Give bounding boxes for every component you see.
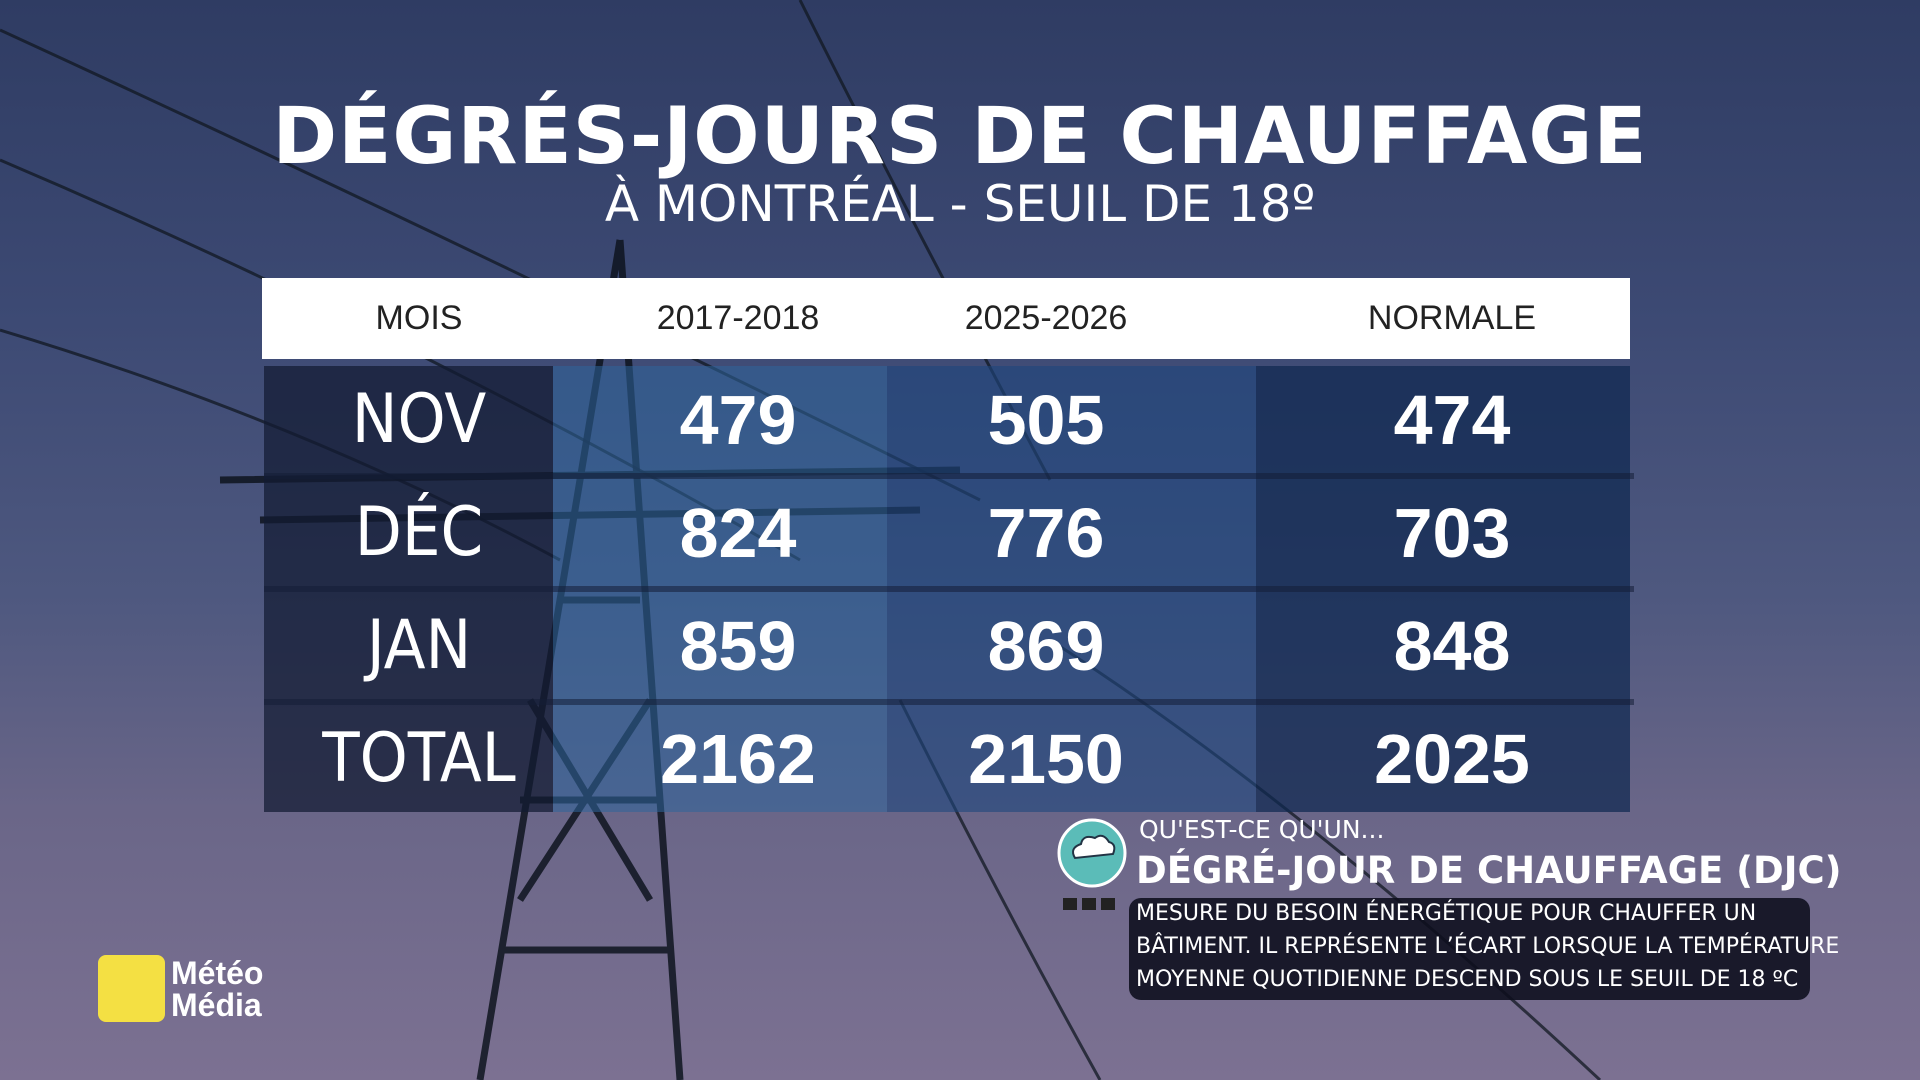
logo-text: Météo <box>171 955 264 991</box>
table-cell: 2025 <box>1374 720 1530 798</box>
column-header: NORMALE <box>1367 299 1537 337</box>
info-kicker: QU'EST-CE QU'UN... <box>1139 815 1385 844</box>
table-cell: 703 <box>1393 494 1511 572</box>
info-text: BÂTIMENT. IL REPRÉSENTE L’ÉCART LORSQUE … <box>1136 934 1840 959</box>
column-header: 2025-2026 <box>964 299 1128 337</box>
logo-text: Média <box>171 987 262 1023</box>
thought-icon <box>1057 818 1127 910</box>
table-cell: 2162 <box>660 720 816 798</box>
info-text: MESURE DU BESOIN ÉNERGÉTIQUE POUR CHAUFF… <box>1136 901 1757 926</box>
subtitle: À MONTRÉAL - SEUIL DE 18º <box>604 175 1316 233</box>
column-header: 2017-2018 <box>656 299 820 337</box>
table-cell: 479 <box>679 381 797 459</box>
info-box: MESURE DU BESOIN ÉNERGÉTIQUE POUR CHAUFF… <box>1129 898 1839 1000</box>
table-cell: 2150 <box>968 720 1124 798</box>
table-cell: 776 <box>987 494 1105 572</box>
row-label: TOTAL <box>322 719 516 798</box>
row-label: DÉC <box>354 493 484 572</box>
info-title: DÉGRÉ-JOUR DE CHAUFFAGE (DJC) <box>1136 849 1842 892</box>
table-cell: 824 <box>679 494 797 572</box>
table-cell: 859 <box>679 607 797 685</box>
info-text: MOYENNE QUOTIDIENNE DESCEND SOUS LE SEUI… <box>1136 967 1799 992</box>
column-header: MOIS <box>375 299 463 337</box>
title: DÉGRÉS-JOURS DE CHAUFFAGE <box>272 92 1648 182</box>
row-separator <box>264 586 1634 592</box>
table-cell: 869 <box>987 607 1105 685</box>
row-separator <box>264 699 1634 705</box>
logo-mark <box>98 955 165 1022</box>
row-separator <box>264 473 1634 479</box>
table-header: MOIS 2017-2018 2025-2026 NORMALE <box>262 278 1630 359</box>
row-label: JAN <box>366 606 472 685</box>
table-cell: 848 <box>1393 607 1511 685</box>
row-label: NOV <box>351 380 487 459</box>
table-cell: 505 <box>987 381 1105 459</box>
table-cell: 474 <box>1393 381 1511 459</box>
